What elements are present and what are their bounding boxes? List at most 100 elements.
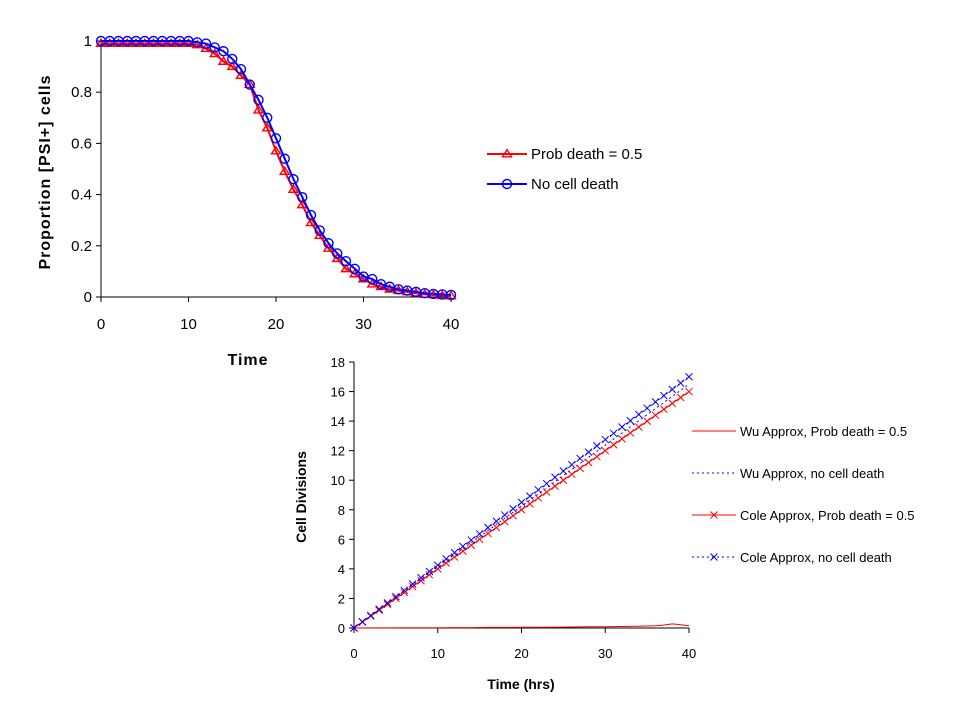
data-point-stroke-b [526,500,534,508]
data-point [634,423,643,431]
data-point [279,153,290,164]
data-point [651,411,660,420]
data-point [576,454,584,463]
data-point [618,434,626,443]
data-point [660,405,668,414]
data-point [433,561,442,570]
data-point [643,404,651,413]
data-point-stroke-b [618,434,626,443]
data-point [542,488,551,496]
data-point [400,586,409,595]
data-point [601,446,610,455]
data-point [349,263,360,275]
y-tick-label: 14 [331,414,345,429]
data-point-stroke-b [660,405,668,414]
y-tick-label: 0.4 [71,187,92,204]
data-point [262,112,273,124]
data-point [651,398,660,406]
data-point-stroke-b [492,517,501,526]
data-point [305,209,317,221]
data-point-stroke-b [626,429,635,437]
data-point [467,536,476,544]
data-point-stroke-b [576,454,584,463]
data-point [130,37,142,48]
data-point-stroke-b [542,479,551,488]
data-point-stroke-b [651,411,660,420]
legend-entry: Cole Approx, no cell death [692,550,892,565]
x-tick-label: 10 [180,316,197,333]
data-point [165,37,177,48]
data-point-stroke-b [660,391,668,400]
data-point [147,37,160,48]
data-point-stroke-b [358,617,367,626]
data-point [417,576,425,585]
data-point-stroke-b [601,435,610,444]
data-point-stroke-b [685,387,693,396]
legend-label: Cole Approx, no cell death [740,550,892,565]
data-point [685,372,693,381]
y-tick-label: 1 [84,33,92,50]
data-point-stroke-b [651,398,660,406]
data-point [685,387,693,396]
data-point-stroke-b [593,452,601,461]
data-point [357,273,370,283]
legend-entry: Wu Approx, Prob death = 0.5 [692,424,907,439]
legend-entry: No cell death [487,176,619,193]
data-point-stroke-b [643,404,651,413]
data-point-stroke-b [601,446,610,455]
x-tick-label: 20 [514,646,528,661]
data-point [408,582,417,591]
y-tick-label: 0 [84,289,92,306]
data-point [392,594,400,603]
data-point [609,440,618,449]
data-point-stroke-b [425,570,434,579]
data-point [634,410,643,419]
data-point [173,37,186,48]
data-point-stroke-b [375,606,383,615]
data-point [593,442,601,450]
data-point [534,485,543,494]
data-point [601,435,610,444]
data-point-stroke-b [375,605,383,614]
x-tick-label: 20 [268,316,285,333]
data-point-stroke-b [366,612,375,621]
data-point [475,535,484,544]
data-point-stroke-b [425,567,434,576]
series-1 [95,37,457,300]
series-1 [353,623,690,629]
data-point [660,391,668,400]
data-point-stroke-b [676,393,685,402]
data-point [643,417,651,425]
data-point [450,548,459,557]
data-point-stroke-b [417,573,425,582]
data-point [227,53,238,65]
data-point-stroke-b [551,482,559,490]
series-3 [350,387,693,632]
data-point [500,511,509,519]
data-point-stroke-b [626,416,635,425]
data-point [209,42,220,53]
legend-label: Wu Approx, Prob death = 0.5 [740,424,907,439]
data-point-stroke-b [559,476,568,485]
data-point [191,39,204,49]
data-point-stroke-b [567,460,576,469]
data-point [492,523,501,532]
y-tick-label: 0.6 [71,135,92,152]
x-tick-label: 40 [443,316,460,333]
x-tick-label: 10 [431,646,445,661]
data-point-stroke-b [534,494,543,502]
y-tick-label: 0.2 [71,238,92,255]
data-point-stroke-b [668,385,677,394]
data-point [182,37,195,48]
data-point [218,46,229,57]
data-point [500,517,509,526]
legend-label: Wu Approx, no cell death [740,466,884,481]
data-point [400,588,409,597]
data-point-stroke-b [542,488,551,496]
data-point-stroke-b [366,611,375,620]
data-point [559,476,568,485]
data-point [442,555,450,563]
data-point [425,570,434,579]
data-point [509,511,517,520]
